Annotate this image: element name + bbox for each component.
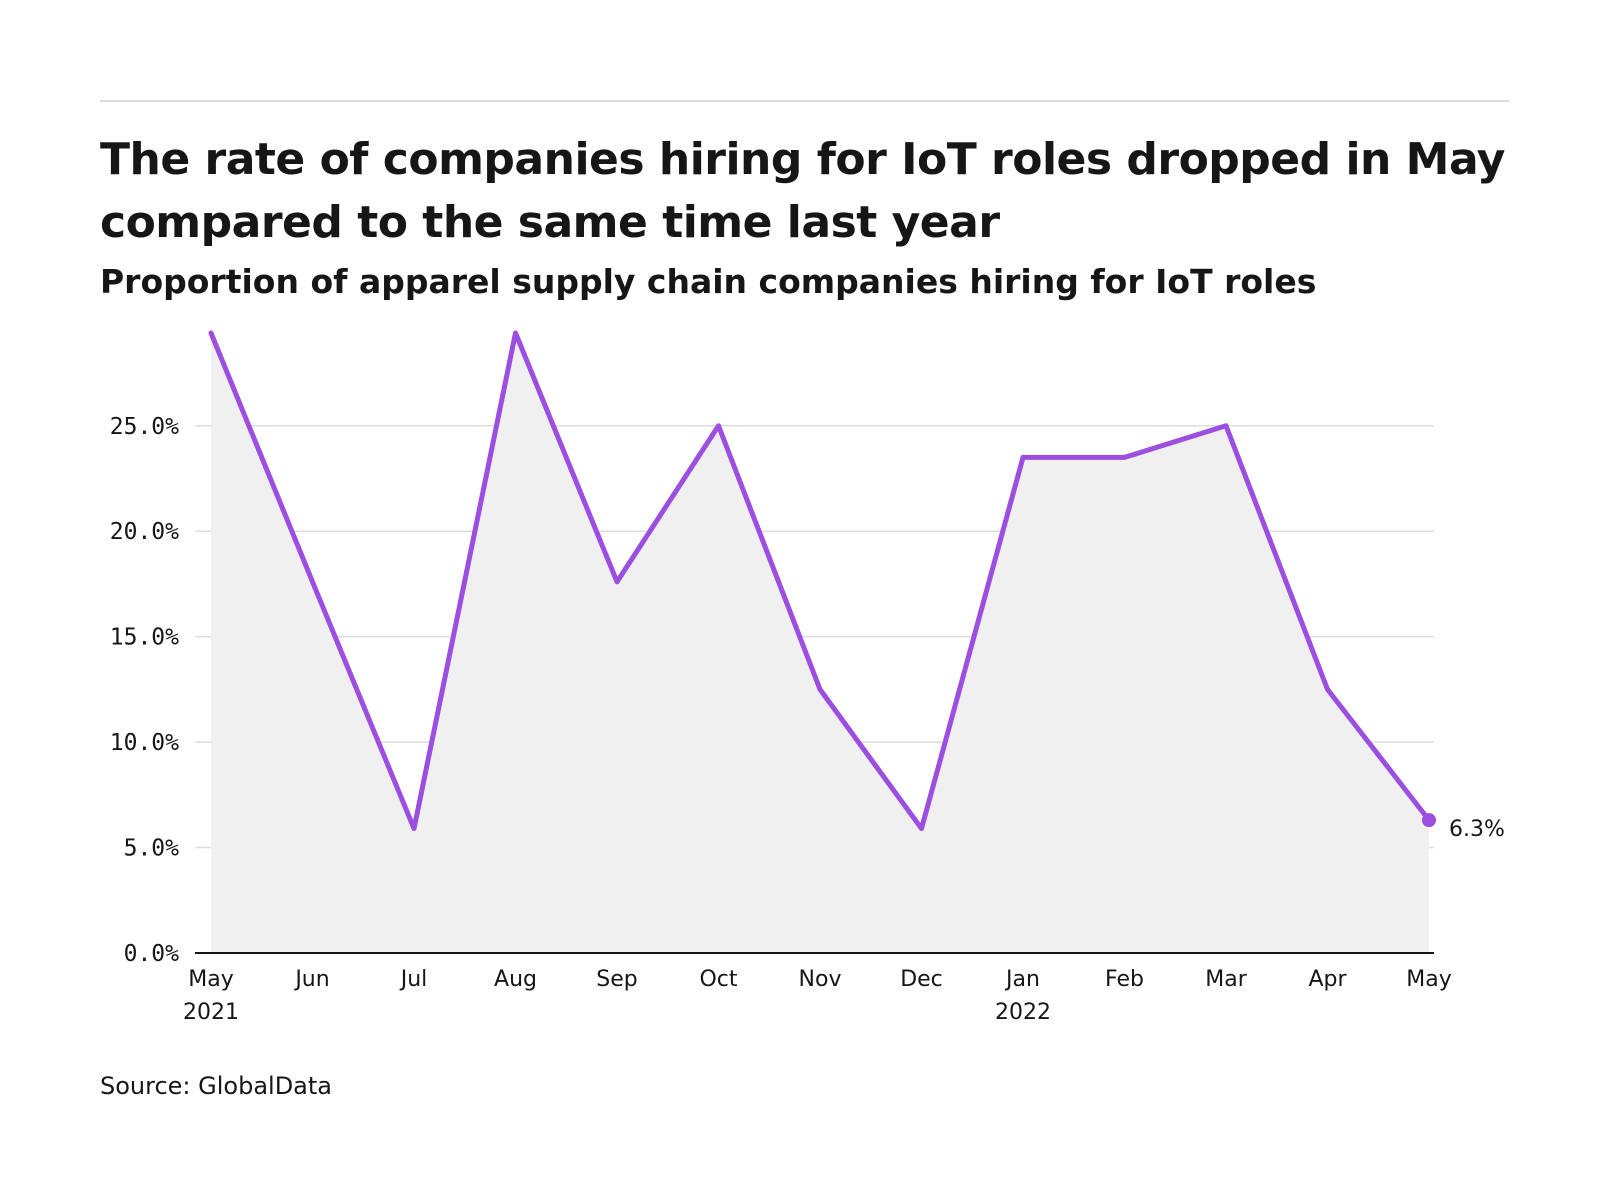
y-tick-label: 0.0% <box>124 941 180 967</box>
top-divider <box>100 100 1509 102</box>
x-tick-year-label: 2022 <box>995 1000 1051 1025</box>
x-tick-label: Apr <box>1308 967 1347 992</box>
x-tick-label: Jul <box>399 967 428 992</box>
x-tick-label: Feb <box>1105 967 1144 992</box>
chart-title: The rate of companies hiring for IoT rol… <box>100 134 1505 248</box>
end-value-label: 6.3% <box>1449 817 1505 842</box>
end-point-marker <box>1422 813 1436 828</box>
x-tick-label: May <box>1406 967 1451 992</box>
data-labels: 6.3% <box>1449 817 1505 842</box>
y-tick-label: 15.0% <box>110 625 179 651</box>
series-line <box>208 330 1436 832</box>
source-note: Source: GlobalData <box>100 1072 333 1100</box>
y-tick-label: 5.0% <box>124 836 180 862</box>
x-tick-label: Jun <box>293 967 329 992</box>
chart-subtitle: Proportion of apparel supply chain compa… <box>100 262 1317 301</box>
x-tick-label: May <box>188 967 233 992</box>
x-tick-label: Nov <box>799 967 842 992</box>
x-tick-label: Jan <box>1004 967 1040 992</box>
y-axis-ticks: 0.0% 5.0% 10.0% 15.0% 20.0% 25.0% <box>110 414 179 967</box>
x-tick-label: Oct <box>699 967 737 992</box>
x-tick-label: Aug <box>494 967 537 992</box>
x-tick-label: Mar <box>1205 967 1247 992</box>
y-tick-label: 10.0% <box>110 730 179 756</box>
y-tick-label: 25.0% <box>110 414 179 440</box>
x-axis-ticks: May 2021 Jun Jul Aug Sep Oct Nov Dec Jan 2022 Feb Ma… <box>183 967 1452 1025</box>
x-tick-label: Dec <box>900 967 943 992</box>
y-tick-label: 20.0% <box>110 519 179 545</box>
area-fill-shape <box>211 333 1429 953</box>
x-tick-year-label: 2021 <box>183 1000 239 1025</box>
area-fill <box>211 333 1429 953</box>
series-line-path <box>208 330 1432 832</box>
x-tick-label: Sep <box>596 967 637 992</box>
